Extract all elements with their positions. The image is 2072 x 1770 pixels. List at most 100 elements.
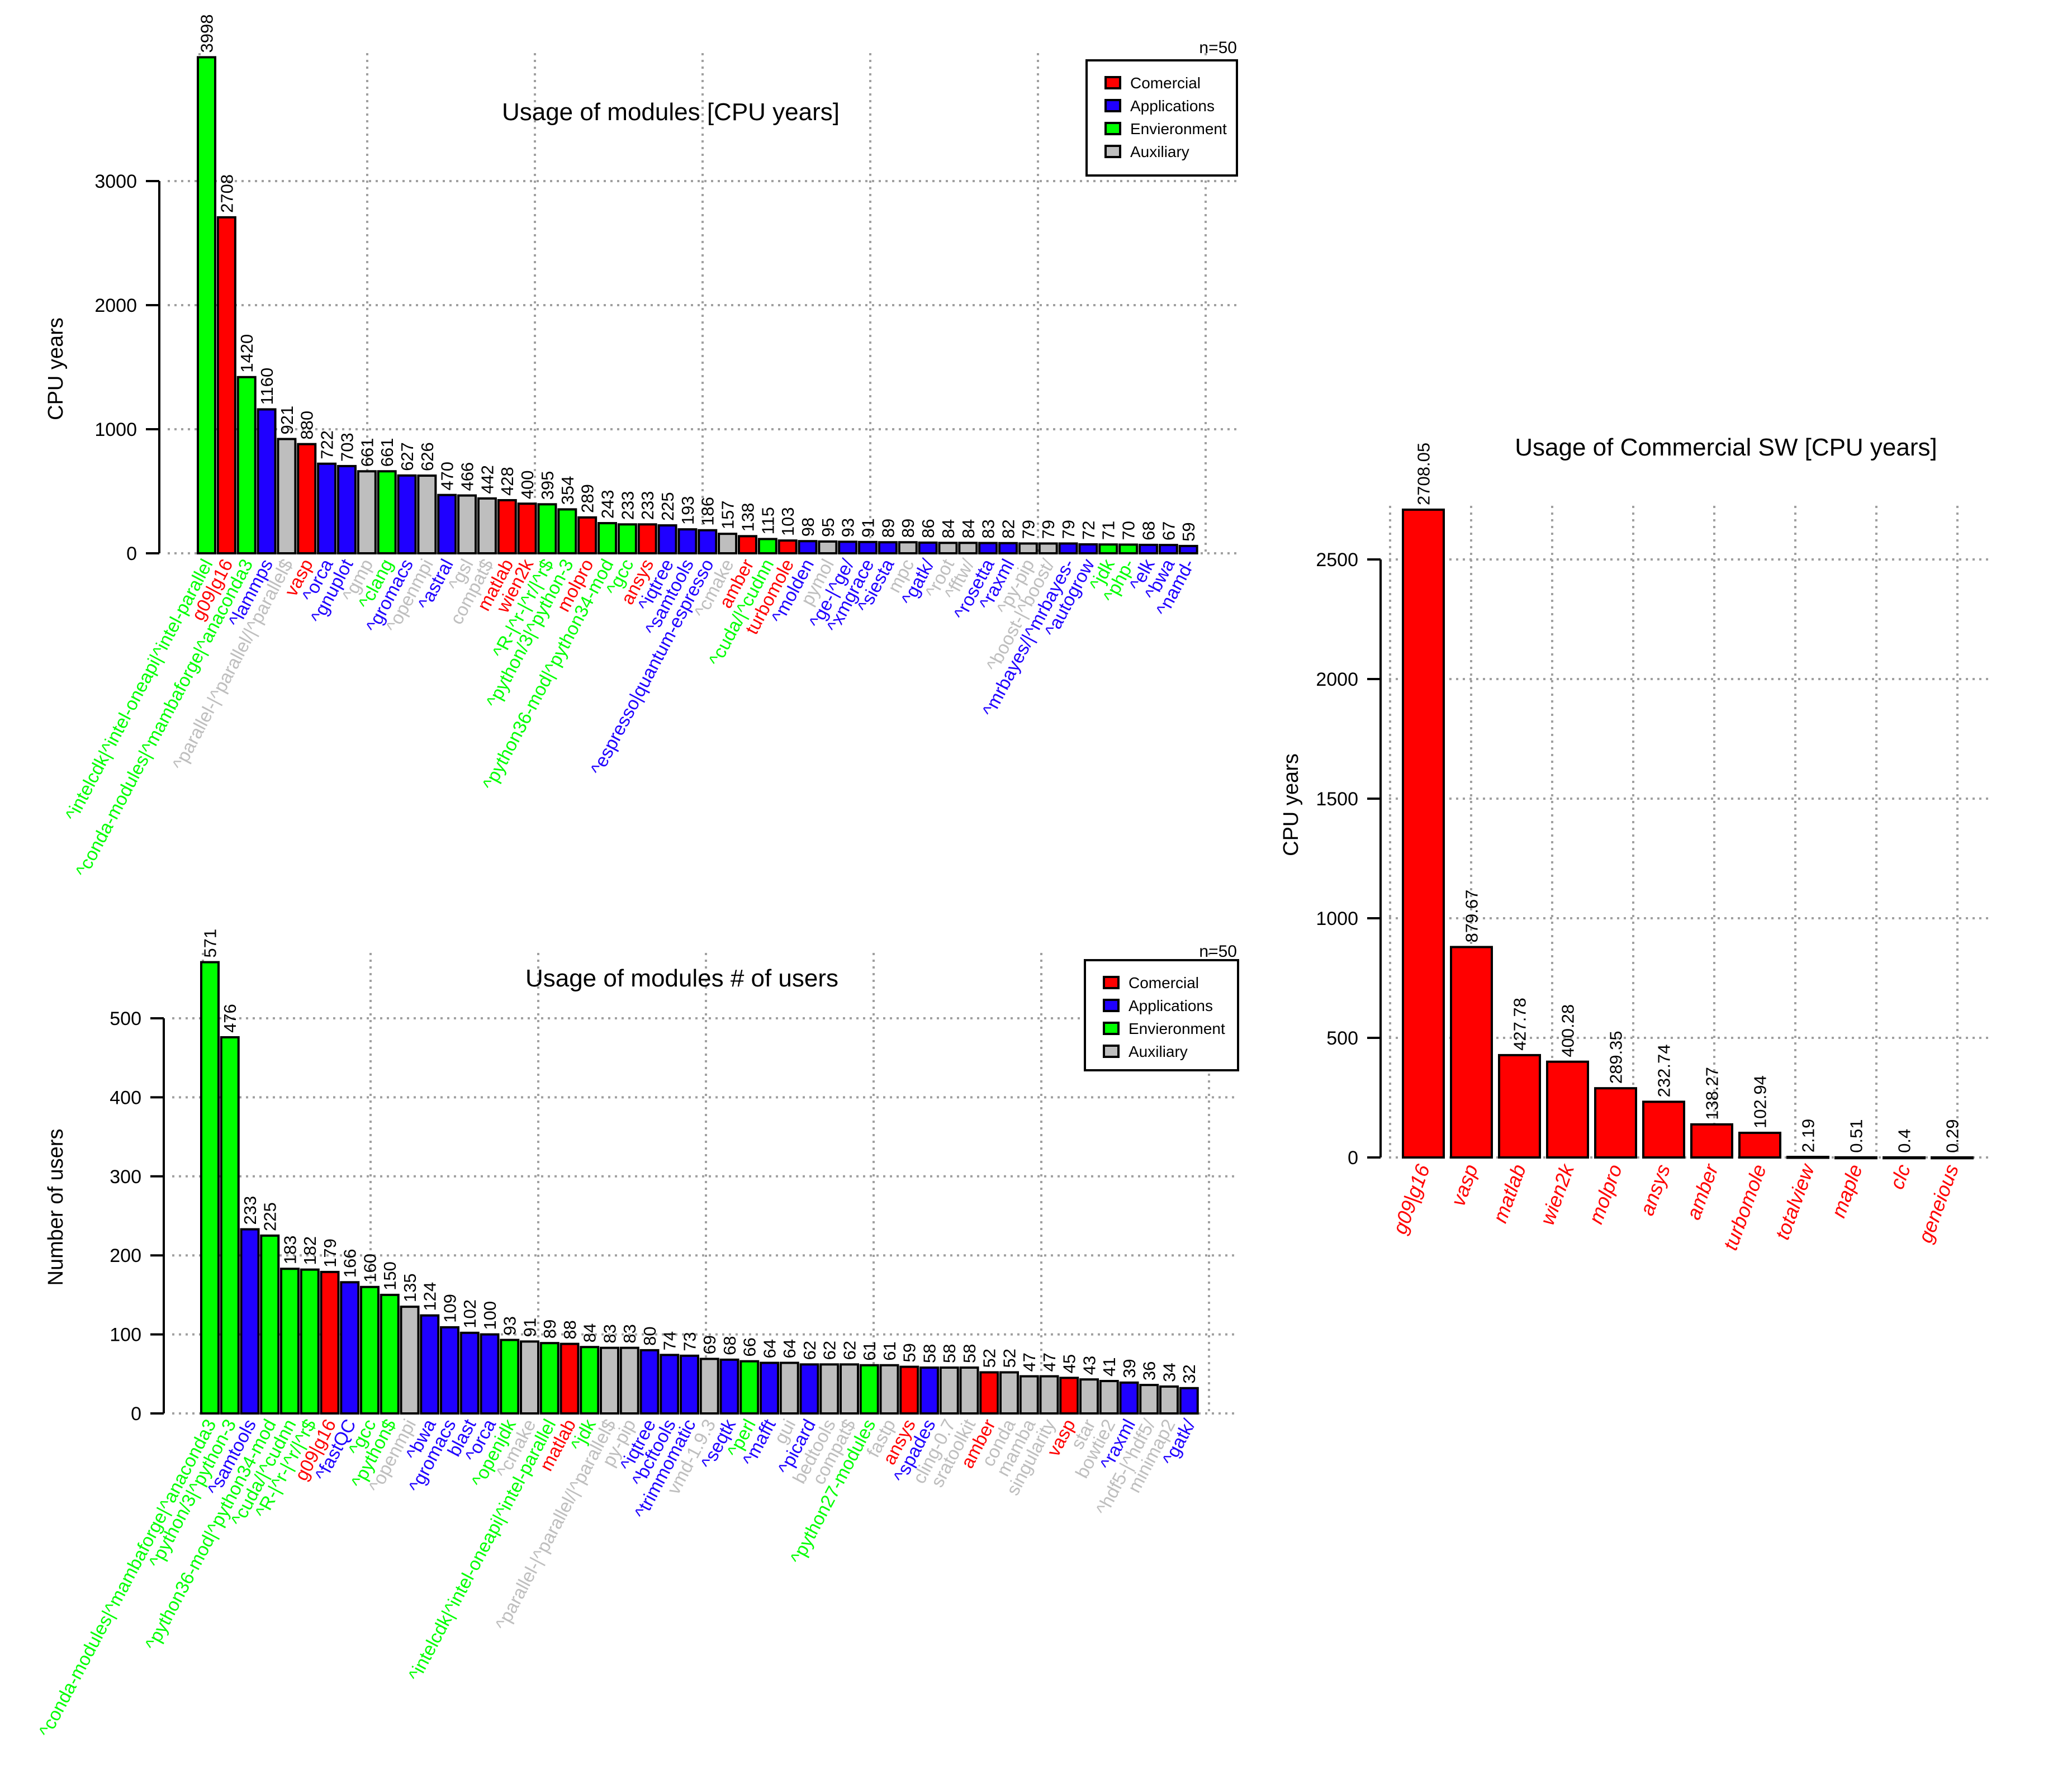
bar-value-label: 69 (700, 1335, 719, 1354)
bar (1402, 508, 1445, 1159)
legend-label: Envieronment (1130, 120, 1227, 137)
bar-value-label: 1420 (237, 334, 257, 373)
bar (859, 1364, 879, 1415)
bar (417, 474, 437, 555)
bar-value-label: 138.27 (1703, 1067, 1722, 1120)
bar-value-label: 395 (538, 471, 557, 500)
bar-value-label: 61 (880, 1341, 899, 1360)
chart-title: Usage of modules [CPU years] (502, 98, 840, 126)
bar (739, 1360, 760, 1415)
bar-value-label: 1160 (257, 368, 277, 405)
bar-value-label: 58 (920, 1344, 940, 1363)
bar-value-label: 93 (838, 518, 858, 537)
bar (440, 1326, 459, 1415)
bar-value-label: 703 (337, 433, 357, 462)
x-tick-label: g09|g16 (1388, 1161, 1434, 1237)
bar (878, 541, 898, 555)
y-tick-label: 100 (110, 1325, 141, 1346)
bar (998, 542, 1018, 555)
bar-value-label: 95 (818, 518, 838, 537)
bar-value-label: 79 (1039, 520, 1058, 539)
bar-value-label: 225 (260, 1202, 280, 1231)
bar-value-label: 88 (560, 1320, 580, 1339)
bar-value-label: 45 (1060, 1354, 1079, 1373)
bar-value-label: 52 (980, 1349, 999, 1368)
bar-value-label: 89 (898, 519, 918, 538)
bar (619, 1346, 639, 1415)
bar-value-label: 880 (297, 411, 317, 440)
bar (978, 542, 998, 554)
legend-label: Applications (1130, 97, 1215, 115)
bar-value-label: 109 (440, 1294, 460, 1323)
bar-value-label: 58 (940, 1344, 959, 1363)
bar-value-label: 91 (859, 518, 878, 537)
bar (520, 1340, 539, 1415)
bar (220, 1036, 240, 1415)
bar (718, 533, 738, 554)
bar-value-label: 73 (680, 1332, 700, 1351)
bar (919, 1366, 939, 1415)
bar-value-label: 102 (460, 1299, 480, 1328)
y-tick-label: 0 (131, 1403, 141, 1425)
bar (517, 502, 537, 555)
bar-value-label: 83 (600, 1324, 620, 1343)
y-tick-label: 500 (1326, 1028, 1358, 1049)
bar-value-label: 62 (800, 1341, 819, 1360)
bar (277, 438, 297, 555)
bar (1178, 544, 1198, 554)
x-tick-label: molpro (1584, 1161, 1627, 1227)
y-tick-label: 2500 (1316, 549, 1358, 571)
bar-value-label: 47 (1040, 1353, 1059, 1372)
bar-value-label: 84 (580, 1323, 600, 1342)
bar-value-label: 84 (938, 519, 958, 538)
bar-value-label: 2708 (217, 174, 236, 213)
bar (1931, 1156, 1974, 1160)
bar-value-label: 160 (361, 1254, 380, 1283)
bar-value-label: 626 (418, 442, 437, 471)
bar (397, 474, 417, 555)
chart-commercial-cpu-years: 0 500 1000 1500 2000 2500 2708.05 g09|g16 879.67… (1279, 434, 1993, 1253)
bar (457, 494, 477, 554)
bar-value-label: 225 (658, 492, 677, 521)
bar-value-label: 627 (397, 442, 417, 471)
bar (257, 408, 277, 554)
bar (657, 524, 677, 554)
bar-value-label: 470 (438, 462, 457, 491)
bar-value-label: 66 (740, 1337, 760, 1356)
bar-value-label: 72 (1079, 521, 1098, 540)
chart-users: 0100200300400500571^conda-modules|^mamba… (35, 929, 1239, 1740)
legend-swatch (1103, 976, 1120, 989)
bar (1450, 946, 1493, 1159)
legend-label: Comercial (1129, 974, 1199, 991)
bar (317, 462, 337, 554)
bar (1099, 1380, 1119, 1415)
bar (1546, 1060, 1589, 1159)
x-tick-label: geneious (1914, 1161, 1964, 1246)
bar (757, 538, 777, 554)
bar (539, 1342, 560, 1415)
bar (1038, 542, 1058, 554)
bar-value-label: 400.28 (1558, 1004, 1578, 1057)
bar-value-label: 67 (1159, 521, 1178, 540)
bar (360, 1285, 380, 1415)
bar (560, 1342, 580, 1415)
y-tick-label: 0 (1348, 1147, 1358, 1169)
chart-title: Usage of Commercial SW [CPU years] (1515, 434, 1937, 461)
bar (598, 522, 617, 555)
y-tick-label: 1000 (94, 419, 137, 440)
bar (819, 1363, 840, 1415)
bar-value-label: 47 (1020, 1353, 1039, 1372)
bar (1883, 1156, 1926, 1160)
bar-value-label: 59 (900, 1343, 919, 1362)
bar-value-label: 102.94 (1751, 1075, 1770, 1128)
bar-value-label: 138 (738, 503, 757, 532)
legend-label: Envieronment (1129, 1020, 1225, 1037)
bar (580, 1346, 600, 1415)
bar-value-label: 98 (798, 518, 818, 537)
bar-value-label: 80 (640, 1326, 660, 1345)
bar-value-label: 661 (377, 438, 397, 467)
bar (300, 1268, 320, 1415)
y-axis-label: Number of users (44, 1129, 68, 1286)
x-tick-label: vasp (1446, 1161, 1482, 1209)
bar-value-label: 59 (1179, 522, 1198, 541)
